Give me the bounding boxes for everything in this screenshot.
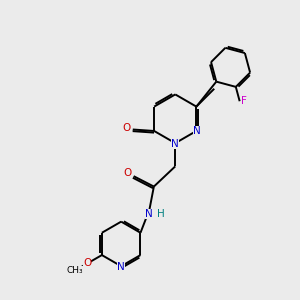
Text: H: H bbox=[157, 209, 165, 219]
Text: N: N bbox=[193, 126, 201, 136]
Text: N: N bbox=[145, 209, 153, 219]
Text: O: O bbox=[124, 168, 132, 178]
Text: O: O bbox=[83, 258, 92, 268]
Text: N: N bbox=[171, 139, 179, 149]
Text: O: O bbox=[122, 123, 130, 133]
Text: N: N bbox=[117, 262, 125, 272]
Text: F: F bbox=[241, 96, 247, 106]
Text: CH₃: CH₃ bbox=[67, 266, 83, 275]
